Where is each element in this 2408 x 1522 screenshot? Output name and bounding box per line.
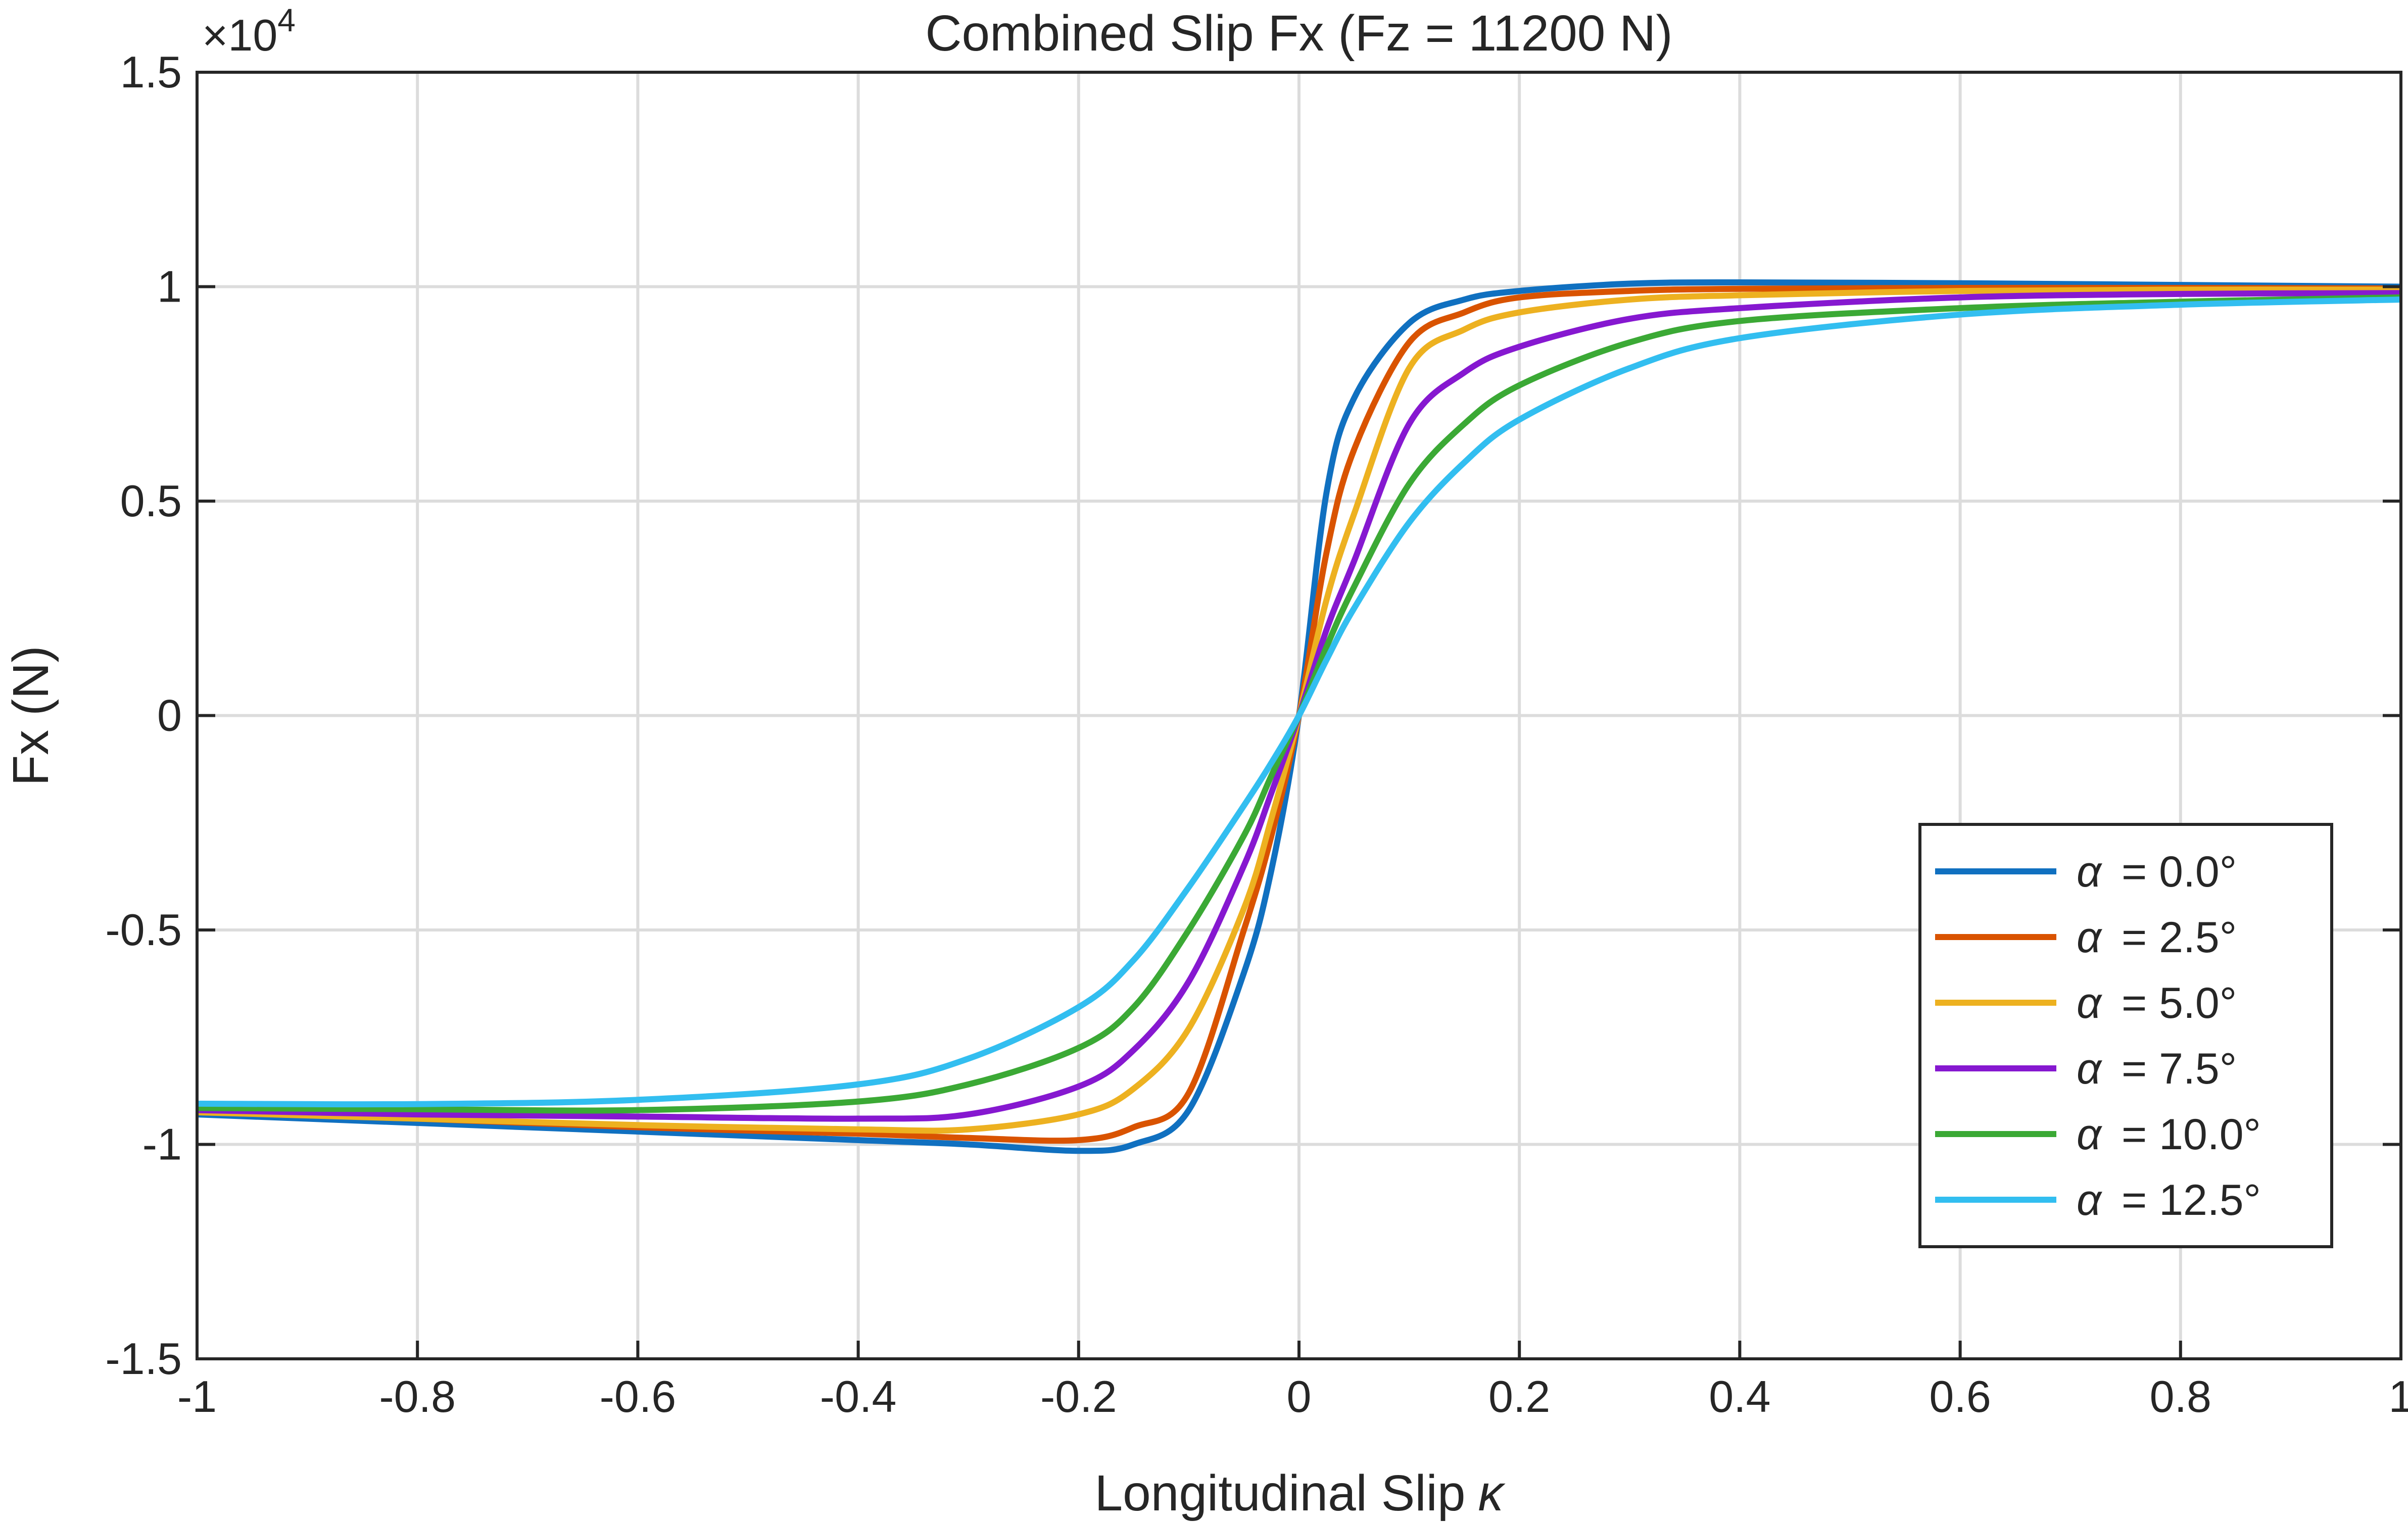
legend-box (1918, 823, 2333, 1248)
legend-symbol: α (2077, 848, 2103, 896)
legend: α = 0.0° α = 2.5° α = 5.0° α = 7.5° α = 10.0° α = 1… (1918, 823, 2333, 1248)
y-exponent: ×104 (202, 2, 296, 60)
legend-value: = 10.0° (2122, 1110, 2261, 1159)
x-tick-label: 1 (2389, 1371, 2408, 1421)
x-axis-label-symbol: κ (1478, 1465, 1506, 1521)
series-lines (197, 279, 2401, 1154)
x-tick-label: -0.4 (820, 1371, 897, 1421)
legend-entry-label: α = 10.0° (2077, 1110, 2261, 1159)
legend-value: = 0.0° (2122, 848, 2237, 896)
x-tick-label: 0.4 (1709, 1371, 1770, 1421)
x-axis-label: Longitudinal Slip κ (1095, 1465, 1506, 1521)
legend-entry-label: α = 7.5° (2077, 1045, 2237, 1093)
y-tick-label: -1 (142, 1119, 182, 1169)
legend-value: = 7.5° (2122, 1045, 2237, 1093)
legend-value: = 12.5° (2122, 1176, 2261, 1224)
x-tick-label: 0 (1287, 1371, 1312, 1421)
series-line-5 (197, 296, 2401, 1108)
x-axis-label-text: Longitudinal Slip (1095, 1465, 1466, 1521)
y-exponent-base: ×10 (202, 10, 277, 60)
y-tick-label: 1.5 (120, 47, 182, 97)
legend-symbol: α (2077, 1176, 2103, 1224)
legend-symbol: α (2077, 1045, 2103, 1093)
y-tick-label: -0.5 (105, 905, 182, 955)
x-tick-label: 0.8 (2150, 1371, 2211, 1421)
legend-entry-label: α = 12.5° (2077, 1176, 2261, 1224)
legend-symbol: α (2077, 979, 2103, 1027)
legend-symbol: α (2077, 913, 2103, 962)
x-tick-label: -0.2 (1040, 1371, 1117, 1421)
legend-entry-label: α = 0.0° (2077, 848, 2237, 896)
legend-entry-label: α = 2.5° (2077, 913, 2237, 962)
y-axis-label: Fx (N) (3, 646, 59, 786)
y-exponent-power: 4 (277, 2, 296, 38)
x-tick-label: -1 (177, 1371, 217, 1421)
legend-entry-label: α = 5.0° (2077, 979, 2237, 1027)
ticks: -1 -0.8 -0.6 -0.4 -0.2 0 0.2 0.4 0.6 0.8 1 1.5 1 0.5 0… (105, 47, 2408, 1421)
x-tick-label: 0.6 (1929, 1371, 1991, 1421)
y-tick-label: 1 (157, 262, 182, 312)
legend-value: = 2.5° (2122, 913, 2237, 962)
legend-symbol: α (2077, 1110, 2103, 1159)
legend-value: = 5.0° (2122, 979, 2237, 1027)
x-tick-label: -0.6 (600, 1371, 677, 1421)
x-tick-label: -0.8 (379, 1371, 456, 1421)
y-tick-label: 0 (157, 691, 182, 741)
chart-title: Combined Slip Fx (Fz = 11200 N) (925, 5, 1672, 62)
x-tick-label: 0.2 (1488, 1371, 1550, 1421)
y-tick-label: -1.5 (105, 1334, 182, 1384)
y-tick-label: 0.5 (120, 476, 182, 526)
